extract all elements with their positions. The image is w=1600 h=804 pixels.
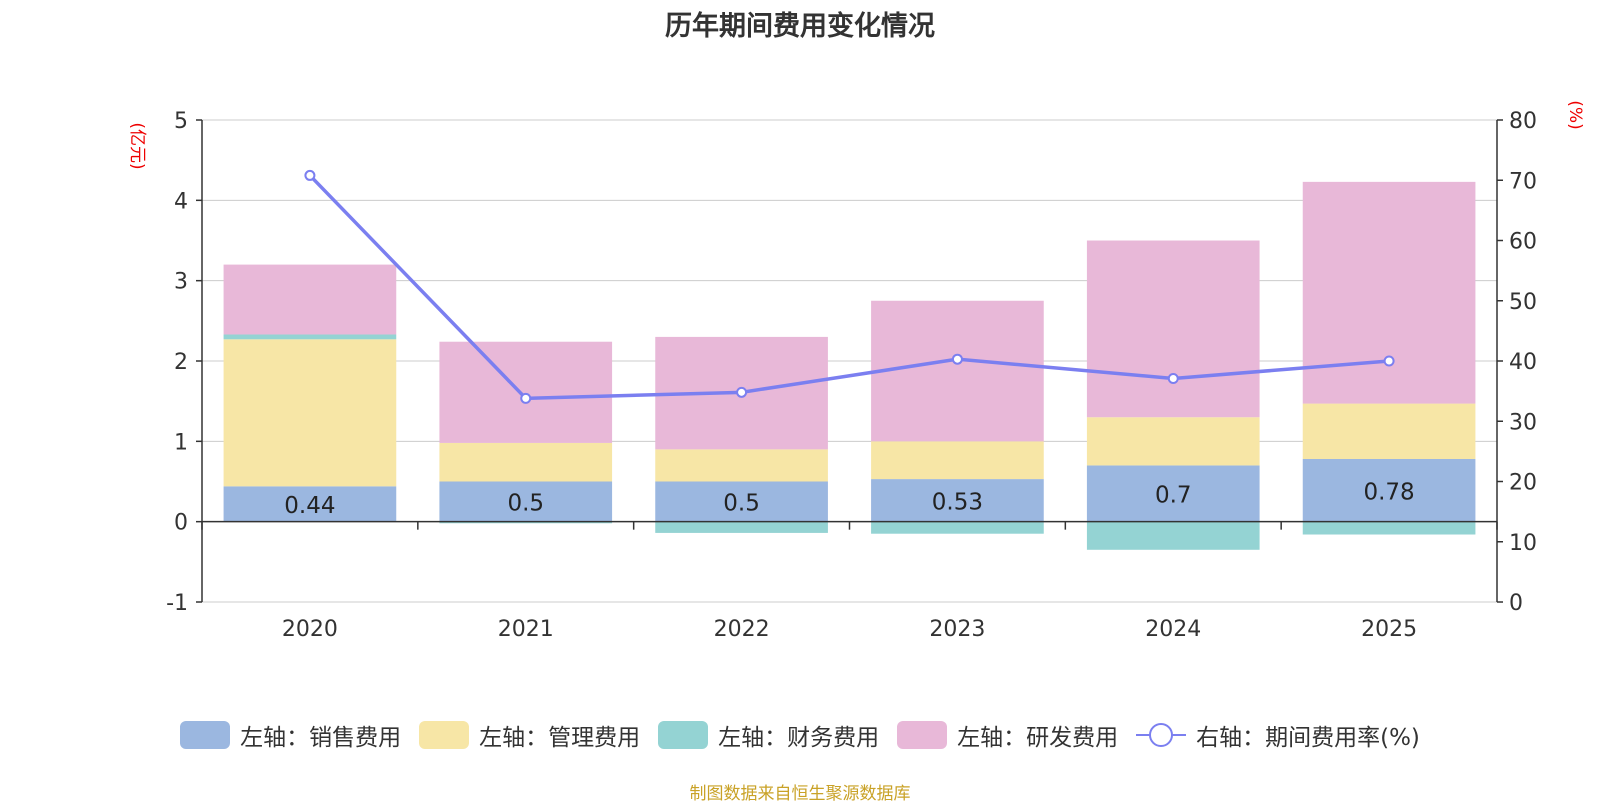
bar-segment (439, 341, 613, 443)
bar-segment (223, 486, 397, 522)
bar-segment (1086, 240, 1260, 418)
x-tick-label: 2025 (1361, 617, 1417, 642)
bar-segment (439, 521, 613, 524)
source-note: 制图数据来自恒生聚源数据库 (689, 784, 911, 804)
left-tick-label: 3 (174, 270, 188, 295)
right-tick-label: 70 (1509, 169, 1537, 194)
bar-segment (655, 449, 828, 482)
bar-segment (223, 264, 397, 335)
grid-lines (202, 119, 1497, 603)
bar-segment (655, 521, 828, 533)
right-tick-label: 50 (1509, 290, 1537, 315)
legend-item[interactable]: 左轴：销售费用 (180, 718, 401, 752)
legend-item[interactable]: 右轴：期间费用率(%) (1136, 718, 1420, 752)
bar-segment (1302, 403, 1476, 460)
right-tick-label: 30 (1509, 410, 1537, 435)
bar-segment (223, 334, 397, 340)
legend-label: 左轴：销售费用 (240, 725, 402, 751)
bar-segment (439, 481, 613, 522)
legend-swatch (419, 721, 470, 749)
right-tick-label: 20 (1509, 471, 1537, 496)
bar-segment (871, 521, 1044, 534)
left-tick-label: 1 (174, 430, 188, 455)
bar-segment (439, 442, 613, 482)
rate-point (736, 386, 748, 398)
bar-segment (1302, 521, 1476, 535)
rate-line-path (308, 174, 1390, 401)
bar-segment (1086, 521, 1260, 550)
data-label: 0.5 (723, 491, 760, 517)
legend: 左轴：销售费用 左轴：管理费用 左轴：财务费用 左轴：研发费用 右轴：期间费用率(%) (0, 718, 1600, 752)
left-tick-label: -1 (166, 591, 188, 616)
legend-label: 左轴：研发费用 (957, 725, 1119, 751)
data-label: 0.53 (932, 489, 983, 515)
left-tick-label: 4 (174, 189, 188, 214)
left-tick-label: 5 (174, 109, 188, 134)
data-label: 0.5 (507, 491, 544, 517)
bar-segment (871, 441, 1044, 480)
x-tick-label: 2023 (929, 617, 985, 642)
data-label: 0.44 (284, 493, 335, 519)
legend-swatch (658, 721, 709, 749)
legend-label: 左轴：财务费用 (718, 725, 880, 751)
rate-point (1383, 355, 1395, 367)
x-tick-label: 2020 (282, 617, 338, 642)
rate-line (304, 169, 1395, 404)
legend-item[interactable]: 左轴：研发费用 (897, 718, 1118, 752)
legend-label: 左轴：管理费用 (479, 725, 641, 751)
bar-segment (871, 479, 1044, 522)
x-tick-label: 2021 (498, 617, 554, 642)
right-tick-label: 80 (1509, 109, 1537, 134)
x-tick-label: 2024 (1145, 617, 1201, 642)
legend-line-marker-icon (1136, 721, 1187, 749)
rate-point (520, 392, 532, 404)
rate-point (304, 169, 316, 181)
rate-point (1167, 372, 1179, 384)
bar-segment (1302, 459, 1476, 522)
legend-item[interactable]: 左轴：管理费用 (419, 718, 640, 752)
bar-segment (1302, 181, 1476, 404)
data-labels: 0.44 0.5 0.5 0.53 0.7 0.78 (284, 479, 1414, 519)
left-tick-label: 0 (174, 511, 188, 536)
data-label: 0.7 (1155, 483, 1192, 509)
left-tick-label: 2 (174, 350, 188, 375)
legend-label: 右轴：期间费用率(%) (1196, 725, 1420, 751)
bar-segment (871, 300, 1044, 442)
left-axis-unit: (亿元) (127, 122, 147, 169)
legend-swatch (180, 721, 231, 749)
legend-item[interactable]: 左轴：财务费用 (658, 718, 879, 752)
bars (223, 181, 1476, 550)
chart-title: 历年期间费用变化情况 (665, 11, 935, 42)
right-tick-label: 60 (1509, 230, 1537, 255)
rate-point (951, 353, 963, 365)
data-label: 0.78 (1363, 479, 1414, 505)
legend-swatch (897, 721, 948, 749)
bar-segment (655, 481, 828, 522)
right-tick-label: 10 (1509, 531, 1537, 556)
bar-segment (1086, 465, 1260, 522)
bar-segment (223, 339, 397, 487)
x-tick-label: 2022 (714, 617, 770, 642)
right-axis-unit: (%) (1565, 100, 1585, 129)
bar-segment (1086, 417, 1260, 466)
right-tick-label: 40 (1509, 350, 1537, 375)
right-tick-label: 0 (1509, 591, 1523, 616)
